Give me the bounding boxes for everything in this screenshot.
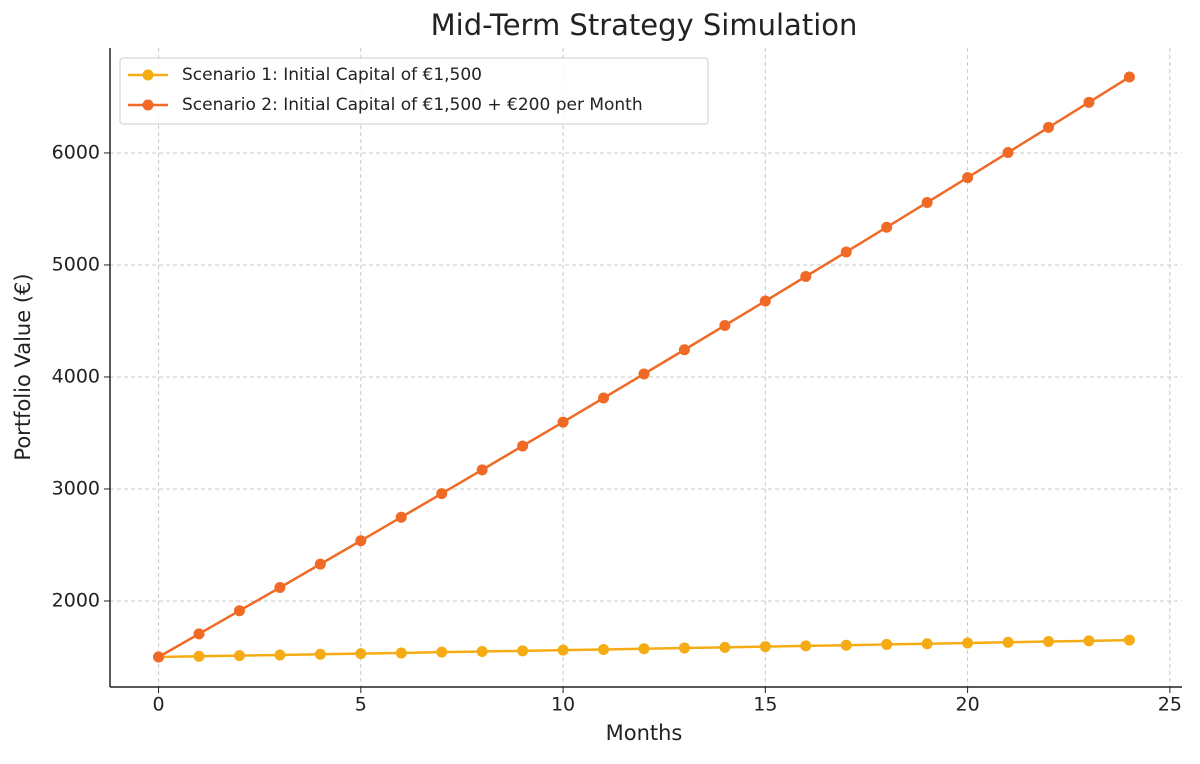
data-point: [598, 643, 610, 655]
data-point: [355, 535, 367, 547]
data-point: [759, 641, 771, 653]
x-tick-label: 25: [1158, 694, 1182, 716]
data-point: [1043, 636, 1055, 648]
y-axis-label: Portfolio Value (€): [11, 273, 35, 460]
data-point: [436, 488, 448, 500]
data-point: [881, 638, 893, 650]
x-tick-label: 10: [551, 694, 575, 716]
data-point: [193, 650, 205, 662]
data-point: [476, 464, 488, 476]
data-point: [1123, 71, 1135, 83]
data-point: [759, 295, 771, 307]
data-point: [476, 645, 488, 657]
data-point: [395, 647, 407, 659]
data-point: [1002, 636, 1014, 648]
data-point: [719, 641, 731, 653]
data-point: [1002, 147, 1014, 159]
series-line: [157, 75, 1131, 659]
legend-label: Scenario 1: Initial Capital of €1,500: [182, 65, 482, 85]
data-point: [557, 416, 569, 428]
x-tick-label: 5: [355, 694, 367, 716]
data-point: [274, 582, 286, 594]
data-point: [840, 639, 852, 651]
data-point: [881, 221, 893, 233]
data-point: [598, 392, 610, 404]
data-point: [638, 368, 650, 380]
legend-label: Scenario 2: Initial Capital of €1,500 + …: [182, 95, 643, 115]
data-point: [233, 605, 245, 617]
data-point: [840, 246, 852, 258]
y-tick-label: 3000: [52, 477, 100, 499]
data-point: [800, 640, 812, 652]
data-point: [638, 643, 650, 655]
data-point: [355, 648, 367, 660]
y-tick-label: 2000: [52, 589, 100, 611]
legend-box: [119, 57, 709, 125]
data-point: [921, 196, 933, 208]
data-point: [719, 319, 731, 331]
data-point: [1123, 634, 1135, 646]
data-point: [962, 637, 974, 649]
data-point: [395, 511, 407, 523]
y-tick-label: 5000: [52, 253, 100, 275]
data-point: [314, 648, 326, 660]
x-tick-label: 15: [753, 694, 777, 716]
legend-marker: [142, 69, 154, 81]
data-point: [800, 270, 812, 282]
data-point: [921, 638, 933, 650]
data-point: [153, 651, 165, 663]
legend-marker: [142, 99, 154, 111]
data-point: [314, 558, 326, 570]
data-point: [233, 650, 245, 662]
x-tick-label: 0: [152, 694, 164, 716]
data-point: [274, 649, 286, 661]
data-point: [193, 628, 205, 640]
chart-title: Mid-Term Strategy Simulation: [431, 8, 858, 42]
data-point: [517, 645, 529, 657]
data-point: [678, 642, 690, 654]
data-point: [557, 644, 569, 656]
data-point: [1083, 96, 1095, 108]
x-axis-label: Months: [606, 721, 683, 745]
data-point: [962, 172, 974, 184]
x-tick-label: 20: [956, 694, 980, 716]
data-point: [517, 440, 529, 452]
y-tick-label: 4000: [52, 365, 100, 387]
y-tick-label: 6000: [52, 141, 100, 163]
data-point: [436, 646, 448, 658]
data-point: [1083, 635, 1095, 647]
data-point: [1043, 121, 1055, 133]
data-point: [678, 344, 690, 356]
